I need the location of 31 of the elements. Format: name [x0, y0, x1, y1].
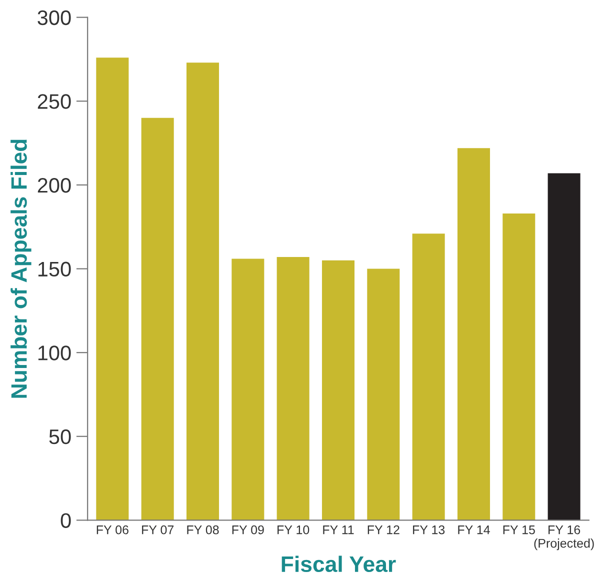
bar — [186, 62, 220, 520]
bar — [502, 213, 536, 520]
bar — [367, 268, 400, 520]
x-tick-label: FY 09 — [232, 525, 264, 534]
x-tick-label: FY 13 — [413, 525, 445, 534]
y-tick-label: 200 — [38, 178, 71, 193]
y-tick-label: 250 — [38, 94, 71, 109]
y-tick-label: 0 — [60, 513, 71, 528]
bar — [276, 257, 310, 520]
bar — [412, 234, 445, 520]
x-tick-label: FY 07 — [142, 525, 174, 534]
x-tick-label: FY 16 (Projected) — [534, 525, 594, 550]
bar — [232, 258, 264, 520]
bar — [96, 58, 129, 520]
x-tick-label: FY 10 — [278, 525, 310, 534]
x-tick-label: FY 11 — [323, 526, 354, 534]
x-axis-title: Fiscal Year — [282, 556, 396, 572]
y-tick-label: 300 — [38, 10, 71, 26]
y-tick-label: 100 — [38, 346, 71, 360]
x-tick-label: FY 15 — [503, 526, 535, 534]
y-tick-label: 150 — [38, 262, 71, 277]
y-tick-label: 50 — [49, 429, 71, 444]
x-tick-label: FY 14 — [458, 526, 490, 534]
x-tick-label: FY 06 — [96, 525, 128, 534]
bar — [548, 173, 580, 520]
x-tick-label: FY 08 — [187, 525, 219, 534]
bar — [141, 118, 174, 520]
x-tick-label: FY 12 — [368, 525, 400, 534]
bar — [322, 260, 354, 520]
bar — [457, 148, 490, 520]
y-axis-title: Number of Appeals Filed — [10, 140, 32, 398]
